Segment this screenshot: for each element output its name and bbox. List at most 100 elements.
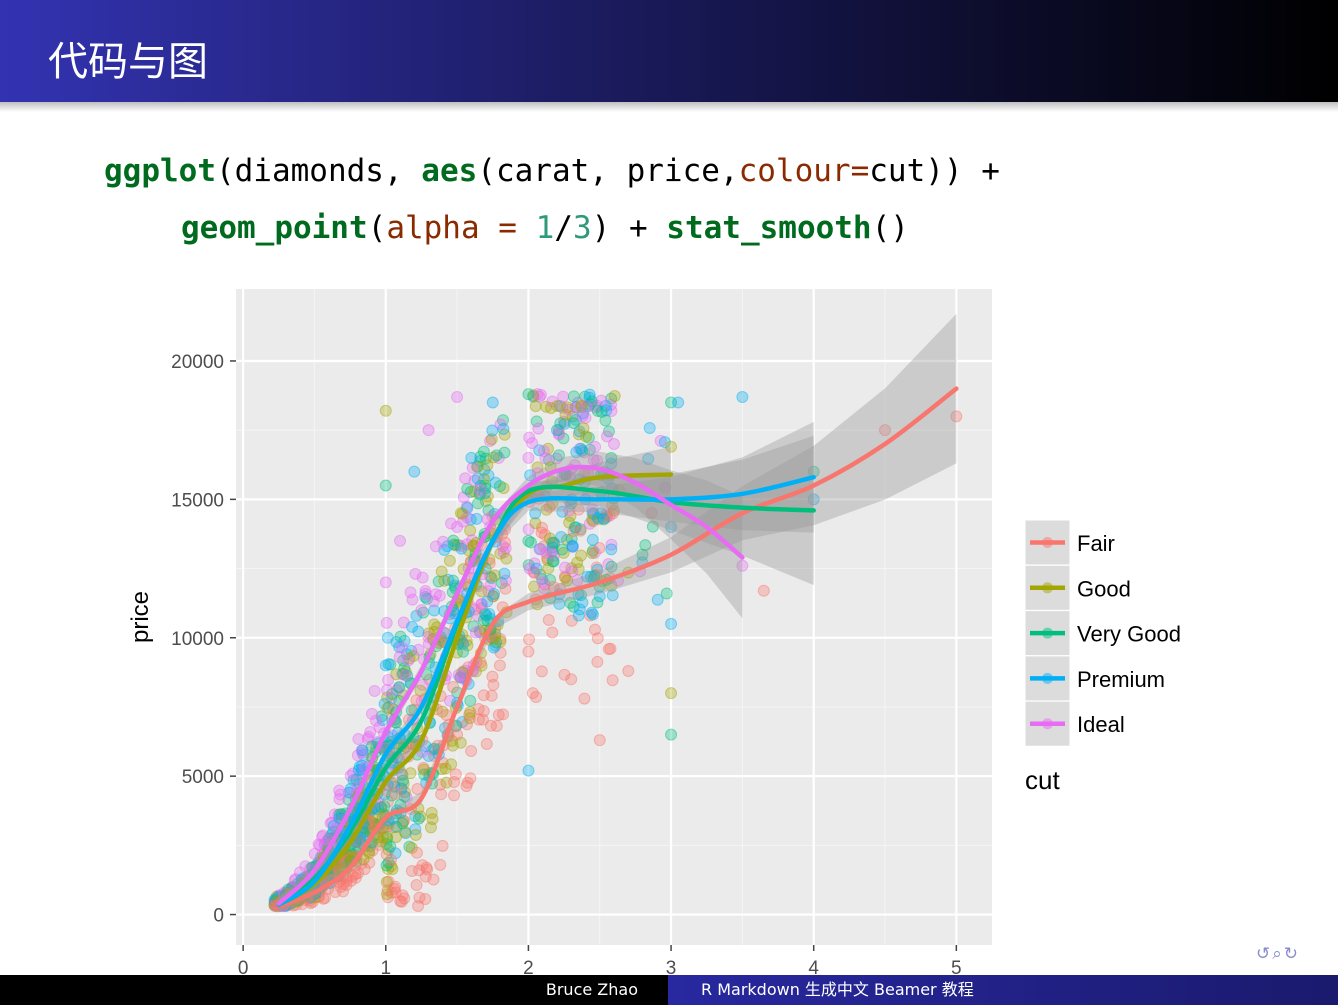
- slide-title-bar: 代码与图: [0, 0, 1338, 102]
- data-point: [475, 598, 488, 611]
- data-point: [569, 401, 582, 414]
- data-point: [602, 558, 615, 571]
- data-point: [597, 512, 610, 525]
- data-point: [410, 694, 423, 707]
- data-point: [543, 500, 556, 513]
- data-point: [468, 474, 481, 487]
- beamer-navigation[interactable]: ↺⌕↻: [1256, 944, 1300, 964]
- data-point: [606, 674, 619, 687]
- data-point: [426, 744, 439, 757]
- data-point: [523, 562, 536, 575]
- data-point: [456, 666, 469, 679]
- data-point: [409, 567, 422, 580]
- data-point: [546, 536, 559, 549]
- data-point: [366, 844, 379, 857]
- data-point: [449, 539, 462, 552]
- data-point: [605, 398, 618, 411]
- smooth-line-ideal: [276, 464, 745, 906]
- data-point: [481, 490, 494, 503]
- data-point: [390, 820, 403, 833]
- data-point: [588, 569, 601, 582]
- footer-title-box: R Markdown 生成中文 Beamer 教程: [668, 975, 1338, 1005]
- data-point: [497, 482, 510, 495]
- data-point: [639, 539, 652, 552]
- data-point: [409, 810, 422, 823]
- data-point: [385, 789, 398, 802]
- data-point: [465, 744, 478, 757]
- slide-footer: Bruce Zhao R Markdown 生成中文 Beamer 教程: [0, 975, 1338, 1005]
- data-point: [494, 635, 507, 648]
- data-point: [480, 738, 493, 751]
- data-point: [488, 569, 501, 582]
- data-point: [665, 396, 678, 409]
- data-point: [523, 431, 536, 444]
- code-token: stat_smooth: [666, 210, 872, 246]
- data-point: [642, 453, 655, 466]
- data-point: [388, 882, 401, 895]
- data-point: [364, 726, 377, 739]
- data-point: [574, 523, 587, 536]
- legend-label: Very Good: [1077, 622, 1181, 647]
- return-icon[interactable]: ↻: [1283, 944, 1301, 964]
- data-point: [396, 768, 409, 781]
- data-point: [651, 593, 664, 606]
- data-point: [351, 749, 364, 762]
- data-point: [469, 626, 482, 639]
- data-point: [553, 399, 566, 412]
- data-point: [582, 400, 595, 413]
- data-point: [394, 630, 407, 643]
- data-point: [397, 616, 410, 629]
- data-point: [380, 876, 393, 889]
- data-point: [575, 549, 588, 562]
- data-point: [289, 873, 302, 886]
- data-point: [409, 823, 422, 836]
- data-point: [529, 517, 542, 530]
- data-point: [382, 701, 395, 714]
- data-point: [392, 681, 405, 694]
- data-point: [398, 790, 411, 803]
- confidence-band: [278, 435, 814, 910]
- loop-icon[interactable]: ↺: [1256, 944, 1273, 964]
- data-point: [565, 532, 578, 545]
- data-point: [365, 817, 378, 830]
- data-point: [487, 641, 500, 654]
- data-point: [478, 479, 491, 492]
- data-point: [397, 815, 410, 828]
- data-point: [380, 616, 393, 629]
- x-tick-label: 1: [380, 958, 391, 979]
- data-point: [544, 546, 557, 559]
- code-token: (): [871, 210, 909, 246]
- y-axis-label: price: [127, 591, 154, 643]
- data-point: [482, 504, 495, 517]
- data-point: [439, 762, 452, 775]
- data-point: [446, 739, 459, 752]
- data-point: [484, 719, 497, 732]
- data-point: [381, 832, 394, 845]
- data-point: [440, 776, 453, 789]
- data-point: [329, 886, 342, 899]
- data-point: [496, 540, 509, 553]
- data-point: [380, 888, 393, 901]
- data-point: [494, 646, 507, 659]
- data-point: [489, 639, 502, 652]
- data-point: [605, 404, 618, 417]
- search-icon[interactable]: ⌕: [1272, 944, 1284, 964]
- data-point: [538, 582, 551, 595]
- data-point: [417, 761, 430, 774]
- code-token: colour=: [738, 153, 870, 189]
- data-point: [564, 509, 577, 522]
- data-point: [556, 505, 569, 518]
- data-point: [403, 652, 416, 665]
- data-point: [368, 684, 381, 697]
- data-point: [374, 801, 387, 814]
- data-point: [591, 399, 604, 412]
- data-point: [463, 708, 476, 721]
- data-point: [586, 608, 599, 621]
- data-point: [534, 542, 547, 555]
- data-point: [340, 854, 353, 867]
- data-point: [318, 891, 331, 904]
- data-point: [587, 508, 600, 521]
- data-point: [572, 609, 585, 622]
- data-point: [499, 582, 512, 595]
- data-point: [385, 886, 398, 899]
